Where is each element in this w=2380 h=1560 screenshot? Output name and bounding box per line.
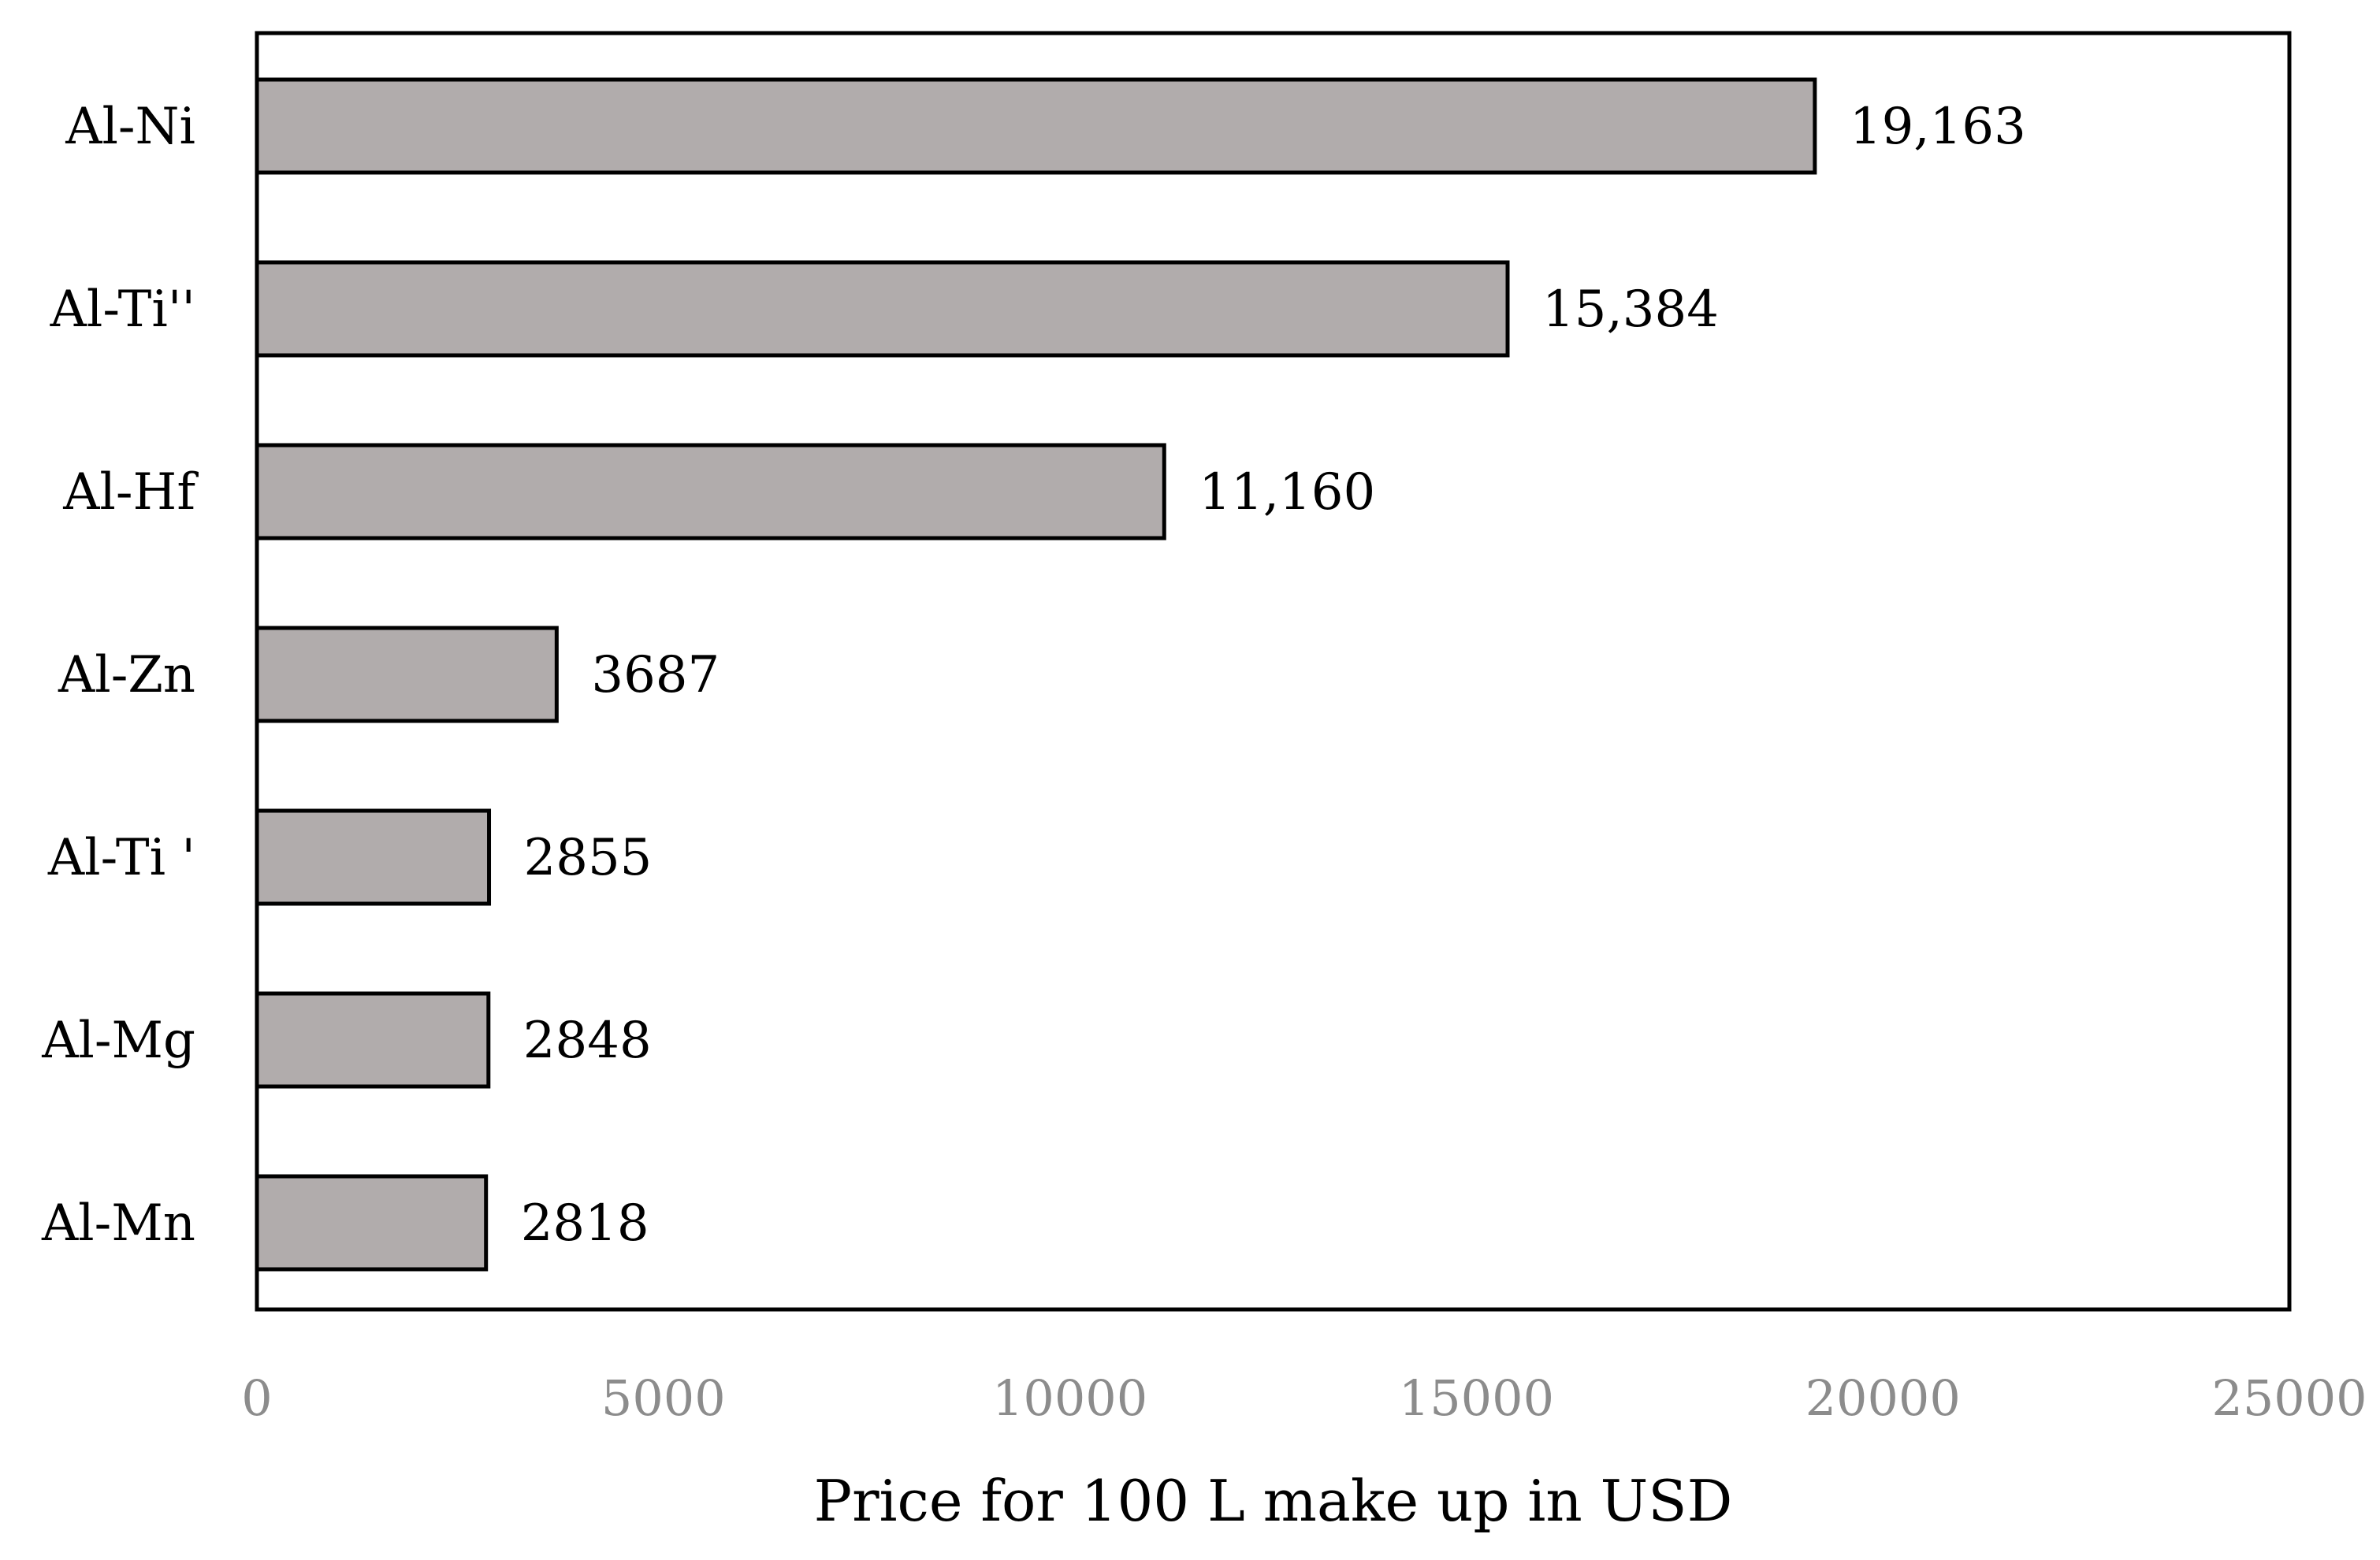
bar-al-hf xyxy=(255,443,1166,540)
bar-al-ti xyxy=(255,808,492,906)
plot-frame xyxy=(255,31,2292,1312)
category-label-al-zn: Al-Zn xyxy=(58,646,195,704)
value-label-al-ti: 15,384 xyxy=(1542,280,1719,339)
category-labels: Al-Ni Al-Ti'' Al-Hf Al-Zn Al-Ti ' Al-Mg Al-Mn xyxy=(41,98,199,1253)
x-axis-title: Price for 100 L make up in USD xyxy=(814,1468,1733,1534)
x-tick-label: 15000 xyxy=(1399,1369,1554,1427)
value-label-al-hf: 11,160 xyxy=(1199,463,1375,522)
value-label-al-ti: 2855 xyxy=(524,829,653,887)
value-label-al-ni: 19,163 xyxy=(1850,98,2026,156)
bar-al-ni xyxy=(255,77,1817,175)
x-tick-label: 0 xyxy=(241,1369,272,1427)
value-label-al-mg: 2848 xyxy=(523,1012,652,1070)
x-tick-label: 25000 xyxy=(2211,1369,2367,1427)
bar-al-mn xyxy=(255,1174,489,1272)
category-label-al-ni: Al-Ni xyxy=(65,98,195,156)
category-label-al-ti: Al-Ti ' xyxy=(47,829,195,887)
bar-al-ti xyxy=(255,260,1510,358)
x-tick-label: 10000 xyxy=(992,1369,1147,1427)
category-label-al-hf: Al-Hf xyxy=(62,463,199,522)
x-axis-ticks: 0 5000 10000 15000 20000 25000 xyxy=(241,1369,2367,1427)
category-label-al-mg: Al-Mg xyxy=(41,1012,195,1070)
value-label-al-zn: 3687 xyxy=(591,646,720,704)
bar-al-zn xyxy=(255,626,559,723)
x-tick-label: 20000 xyxy=(1805,1369,1961,1427)
bar-al-mg xyxy=(255,991,491,1089)
value-label-al-mn: 2818 xyxy=(521,1194,649,1253)
x-tick-label: 5000 xyxy=(601,1369,726,1427)
category-label-al-ti: Al-Ti'' xyxy=(50,280,195,339)
category-label-al-mn: Al-Mn xyxy=(41,1194,195,1253)
bars-layer xyxy=(255,77,1817,1272)
value-labels: 19,163 15,384 11,160 3687 2855 2848 2818 xyxy=(521,98,2026,1253)
